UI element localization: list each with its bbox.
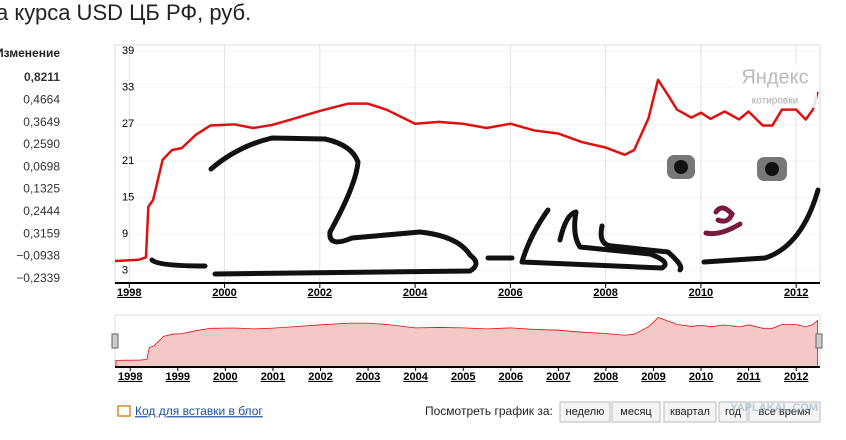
nav-tick-label: 2009 bbox=[641, 371, 665, 383]
pupil bbox=[765, 162, 779, 176]
period-label: Посмотреть график за: bbox=[425, 404, 553, 418]
change-value: 0,0698 bbox=[23, 159, 60, 173]
period-button-label[interactable]: квартал bbox=[670, 406, 710, 418]
nav-tick-label: 2002 bbox=[308, 371, 332, 383]
change-value: 0,4664 bbox=[23, 92, 60, 106]
x-tick-label: 1998 bbox=[117, 287, 141, 299]
price-line bbox=[114, 78, 819, 263]
nav-tick-label: 2001 bbox=[261, 371, 285, 383]
page-title: а курса USD ЦБ РФ, руб. bbox=[0, 0, 251, 25]
period-button-label[interactable]: месяц bbox=[620, 406, 652, 418]
logo-sub: котировки bbox=[752, 96, 798, 107]
watermark: YAPLAKAL.COM bbox=[730, 402, 818, 414]
y-tick-label: 33 bbox=[122, 82, 134, 94]
x-tick-label: 2004 bbox=[403, 287, 428, 299]
change-value: 0,1325 bbox=[23, 182, 60, 196]
period-button-label[interactable]: год bbox=[725, 406, 742, 418]
cat-eyes bbox=[667, 155, 787, 237]
change-header: Изменение bbox=[0, 46, 60, 60]
doodle-stroke bbox=[519, 207, 668, 271]
nav-tick-label: 1998 bbox=[118, 371, 142, 383]
x-tick-label: 2008 bbox=[593, 287, 617, 299]
mouth bbox=[703, 205, 743, 237]
y-tick-label: 15 bbox=[122, 191, 134, 203]
y-tick-label: 27 bbox=[122, 118, 134, 130]
change-value: −0,2339 bbox=[16, 271, 60, 285]
nav-tick-label: 1999 bbox=[166, 371, 190, 383]
doodle-stroke bbox=[598, 223, 684, 273]
nav-area bbox=[115, 316, 819, 368]
embed-icon bbox=[117, 405, 131, 417]
period-button[interactable] bbox=[718, 401, 748, 423]
y-tick-label: 9 bbox=[122, 228, 128, 240]
nav-handle[interactable] bbox=[815, 333, 823, 349]
nav-tick-label: 2003 bbox=[356, 371, 380, 383]
nav-tick-label: 2005 bbox=[451, 371, 475, 383]
doodle-stroke bbox=[701, 187, 821, 265]
y-tick-label: 39 bbox=[122, 45, 134, 57]
period-button-label[interactable]: неделю bbox=[566, 406, 605, 418]
x-tick-label: 2002 bbox=[308, 287, 332, 299]
period-button[interactable] bbox=[748, 401, 821, 423]
x-tick-label: 2000 bbox=[212, 287, 236, 299]
nav-tick-label: 2008 bbox=[594, 371, 618, 383]
nav-tick-label: 2004 bbox=[403, 371, 428, 383]
nav-tick-label: 2000 bbox=[213, 371, 237, 383]
x-tick-label: 2006 bbox=[498, 287, 522, 299]
period-buttons: неделю месяц квартал год все время bbox=[559, 401, 821, 423]
x-tick-label: 2010 bbox=[689, 287, 713, 299]
y-tick-label: 3 bbox=[122, 265, 128, 277]
change-value: 0,2444 bbox=[23, 204, 60, 218]
doodle-stroke bbox=[149, 257, 208, 269]
change-value: 0,3649 bbox=[23, 115, 60, 129]
grid bbox=[115, 45, 820, 283]
period-button[interactable] bbox=[559, 401, 611, 423]
change-value: 0,8211 bbox=[24, 70, 60, 84]
change-value: 0,3159 bbox=[23, 226, 60, 240]
change-list: 0,8211 0,4664 0,3649 0,2590 0,0698 0,1325 0,24… bbox=[16, 70, 60, 285]
nav-tick-label: 2006 bbox=[499, 371, 523, 383]
plot-frame bbox=[114, 44, 821, 284]
logo-bg bbox=[733, 64, 817, 108]
yandex-logo: Яндекс котировки bbox=[733, 64, 817, 108]
logo-name: Яндекс bbox=[741, 66, 808, 88]
x-tick-label: 2012 bbox=[784, 287, 808, 299]
nav-tick-label: 2012 bbox=[784, 371, 808, 383]
nav-handle[interactable] bbox=[111, 333, 119, 349]
pupil bbox=[674, 160, 688, 174]
embed-link[interactable]: Код для вставки в блог bbox=[135, 404, 263, 418]
period-button-label[interactable]: все время bbox=[759, 406, 811, 418]
period-button[interactable] bbox=[663, 401, 717, 423]
doodle-stroke bbox=[208, 135, 479, 277]
navigator: 1998 1999 2000 2001 2002 2003 2004 2005 2006 2007… bbox=[115, 316, 820, 383]
nav-tick-label: 2007 bbox=[546, 371, 570, 383]
y-tick-label: 21 bbox=[122, 155, 134, 167]
change-value: −0,0938 bbox=[16, 249, 60, 263]
doodle bbox=[149, 135, 821, 277]
nav-tick-label: 2011 bbox=[737, 371, 761, 383]
change-value: 0,2590 bbox=[23, 137, 60, 151]
nav-tick-label: 2010 bbox=[689, 371, 713, 383]
period-button[interactable] bbox=[611, 401, 661, 423]
